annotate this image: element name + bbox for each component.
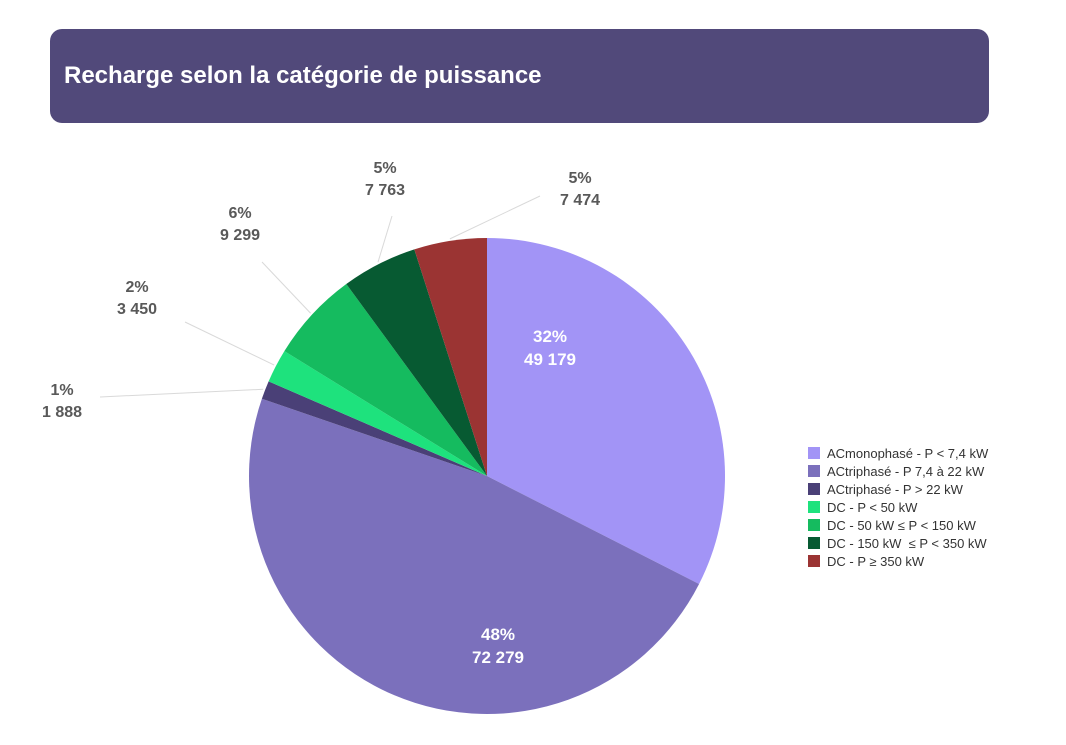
slice-percent-label: 5%: [373, 160, 396, 177]
slice-value-label: 3 450: [117, 301, 157, 318]
slice-percent-label: 32%: [533, 327, 567, 346]
legend-label: DC - 50 kW ≤ P < 150 kW: [827, 517, 976, 533]
slice-percent-label: 2%: [125, 279, 148, 296]
legend-swatch: [808, 501, 820, 513]
legend-swatch: [808, 537, 820, 549]
pie-slice: [268, 351, 487, 476]
legend-label: ACtriphasé - P 7,4 à 22 kW: [827, 463, 985, 479]
legend-item: ACtriphasé - P > 22 kW: [808, 480, 988, 498]
leader-line: [377, 215, 393, 263]
legend-swatch: [808, 465, 820, 477]
legend-label: DC - P ≥ 350 kW: [827, 553, 925, 569]
leader-line: [184, 321, 275, 366]
legend-item: DC - P ≥ 350 kW: [808, 552, 988, 570]
pie-slice: [346, 249, 487, 476]
slice-value-label: 1 888: [42, 404, 82, 421]
legend-item: DC - 150 kW ≤ P < 350 kW: [808, 534, 988, 552]
legend-item: ACmonophasé - P < 7,4 kW: [808, 444, 988, 462]
legend-swatch: [808, 483, 820, 495]
legend-item: DC - 50 kW ≤ P < 150 kW: [808, 516, 988, 534]
slice-value-label: 9 299: [220, 227, 260, 244]
leader-line: [261, 261, 311, 314]
slice-value-label: 7 763: [365, 182, 405, 199]
slice-value-label: 72 279: [472, 648, 524, 667]
slice-percent-label: 5%: [568, 170, 591, 187]
legend-swatch: [808, 447, 820, 459]
pie-slice: [249, 398, 700, 715]
legend-item: ACtriphasé - P 7,4 à 22 kW: [808, 462, 988, 480]
pie-slice: [284, 284, 487, 476]
legend-label: DC - 150 kW ≤ P < 350 kW: [827, 535, 987, 551]
page-title: Recharge selon la catégorie de puissance: [64, 62, 542, 89]
legend-label: ACmonophasé - P < 7,4 kW: [827, 445, 989, 461]
pie-slice: [261, 381, 487, 476]
legend-swatch: [808, 519, 820, 531]
slice-value-label: 7 474: [560, 192, 600, 209]
legend-swatch: [808, 555, 820, 567]
leader-line: [99, 388, 264, 398]
chart-legend: ACmonophasé - P < 7,4 kW ACtriphasé - P 7…: [808, 444, 988, 570]
slice-percent-label: 6%: [228, 205, 251, 222]
leader-line: [449, 195, 541, 240]
pie-slice: [414, 238, 487, 476]
header-banner: Recharge selon la catégorie de puissance: [50, 29, 989, 123]
slice-percent-label: 48%: [481, 625, 515, 644]
legend-label: ACtriphasé - P > 22 kW: [827, 481, 963, 497]
legend-label: DC - P < 50 kW: [827, 499, 918, 515]
slice-percent-label: 1%: [50, 382, 73, 399]
pie-slice: [487, 238, 726, 585]
legend-item: DC - P < 50 kW: [808, 498, 988, 516]
slice-value-label: 49 179: [524, 350, 576, 369]
